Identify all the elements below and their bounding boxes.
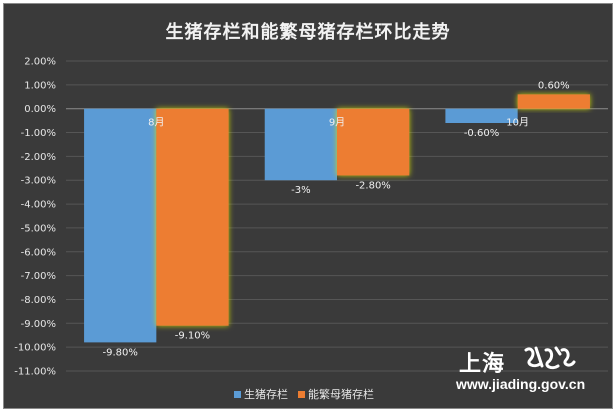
legend-item-series-2: 能繁母猪存栏 bbox=[298, 386, 374, 402]
data-label: -9.80% bbox=[103, 347, 138, 358]
bar-series-2 bbox=[517, 94, 590, 109]
y-tick-label: -6.00% bbox=[21, 247, 56, 258]
y-tick-label: -11.00% bbox=[14, 367, 56, 378]
watermark-seal-icon bbox=[524, 346, 576, 370]
y-tick-label: -3.00% bbox=[21, 176, 56, 187]
data-label: -9.10% bbox=[175, 331, 210, 342]
chart-frame: 生猪存栏和能繁母猪存栏环比走势 2.00% 1.00% 0.00% -1.00% -2.… bbox=[3, 3, 613, 409]
y-tick-label: -7.00% bbox=[21, 271, 56, 282]
data-label: -0.60% bbox=[464, 128, 499, 139]
legend-swatch bbox=[298, 390, 305, 398]
y-tick-label: -10.00% bbox=[14, 343, 56, 354]
x-category-label: 9月 bbox=[329, 117, 345, 129]
x-category-label: 10月 bbox=[506, 117, 529, 129]
legend-label: 能繁母猪存栏 bbox=[308, 388, 374, 401]
y-tick-label: -9.00% bbox=[21, 319, 56, 330]
data-label: -2.80% bbox=[355, 180, 390, 191]
y-tick-label: -8.00% bbox=[21, 295, 56, 306]
y-tick-label: 0.00% bbox=[24, 104, 56, 115]
y-tick-label: -5.00% bbox=[21, 223, 56, 234]
legend-item-series-1: 生猪存栏 bbox=[234, 386, 288, 402]
y-tick-label: -2.00% bbox=[21, 152, 56, 163]
data-label: -3% bbox=[291, 185, 310, 196]
x-category-label: 8月 bbox=[148, 117, 164, 129]
chart-title: 生猪存栏和能繁母猪存栏环比走势 bbox=[165, 22, 451, 43]
bar-series-1 bbox=[84, 108, 157, 343]
watermark-url: www.jiading.gov.cn bbox=[456, 376, 586, 392]
chart-plot: 2.00% 1.00% 0.00% -1.00% -2.00% -3.00% -4.00% -… bbox=[14, 57, 608, 378]
legend: 生猪存栏 能繁母猪存栏 bbox=[234, 386, 374, 402]
y-tick-label: 2.00% bbox=[24, 57, 56, 68]
data-label: 0.60% bbox=[538, 80, 570, 91]
y-tick-label: -1.00% bbox=[21, 128, 56, 139]
bar-series-2 bbox=[156, 108, 229, 326]
legend-label: 生猪存栏 bbox=[244, 388, 288, 401]
y-tick-label: -4.00% bbox=[21, 200, 56, 211]
bar-series-1 bbox=[264, 108, 337, 181]
legend-swatch bbox=[234, 390, 241, 398]
bar-series-1 bbox=[445, 108, 518, 123]
watermark-brand: 上海 bbox=[459, 352, 506, 377]
bar-series-2 bbox=[337, 108, 410, 176]
y-tick-label: 1.00% bbox=[24, 80, 56, 91]
